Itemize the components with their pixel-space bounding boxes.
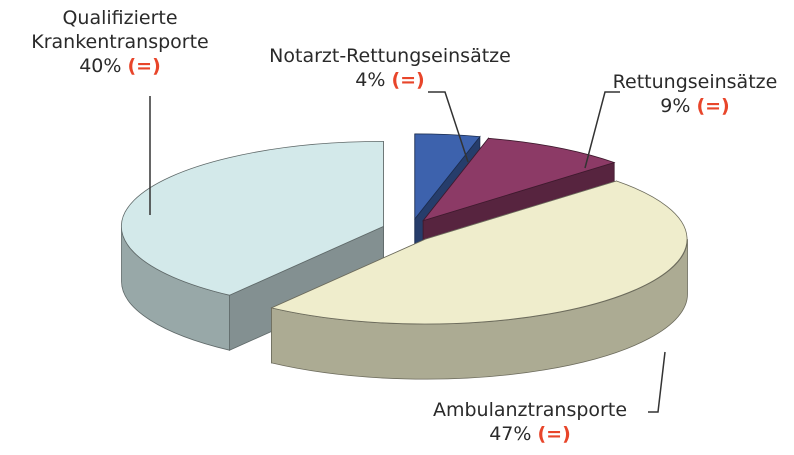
slice: [270, 180, 688, 325]
value-label: 4%: [355, 69, 386, 91]
leaders: [149, 91, 666, 413]
change-label: (=): [391, 69, 425, 91]
leader-line: [428, 91, 469, 163]
value-label: 9%: [660, 95, 691, 117]
change-label: (=): [696, 95, 730, 117]
category-label: Notarzt-Rettungseinsätze: [269, 45, 511, 67]
leader-line: [648, 351, 666, 413]
slices: [121, 133, 688, 380]
value-label: 47%: [489, 423, 532, 445]
leader-line: [584, 91, 620, 169]
label: Notarzt-Rettungseinsätze 4% (=): [245, 44, 535, 92]
category-label: Rettungseinsätze: [612, 71, 778, 93]
value-row: 9% (=): [605, 94, 785, 118]
slice: [414, 133, 481, 221]
label: Ambulanztransporte 47% (=): [410, 398, 650, 446]
label: Rettungseinsätze 9% (=): [605, 70, 785, 118]
category-label: Qualifizierte Krankentransporte: [31, 7, 209, 53]
slice: [422, 137, 616, 222]
slice: [121, 140, 384, 296]
value-label: 40%: [79, 55, 122, 77]
category-label: Ambulanztransporte: [432, 399, 628, 421]
change-label: (=): [537, 423, 571, 445]
change-label: (=): [127, 55, 161, 77]
value-row: 4% (=): [245, 68, 535, 92]
value-row: 40% (=): [10, 54, 230, 78]
label: Qualifizierte Krankentransporte 40% (=): [10, 6, 230, 78]
value-row: 47% (=): [410, 422, 650, 446]
